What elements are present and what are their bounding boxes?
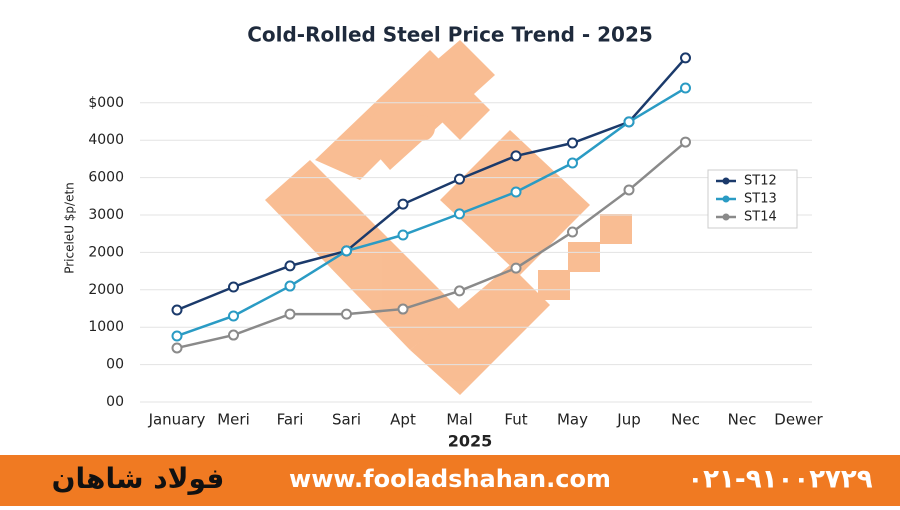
y-tick-label: 3000 <box>88 207 124 223</box>
watermark <box>265 40 632 395</box>
x-tick-label: Meri <box>217 411 250 429</box>
point <box>171 342 183 354</box>
point <box>171 304 183 316</box>
y-tick-label: 00 <box>106 394 124 410</box>
legend-label: ST13 <box>744 192 777 207</box>
point <box>284 308 296 320</box>
point <box>680 52 691 64</box>
x-tick-label: January <box>148 411 206 429</box>
watermark-shape <box>440 130 590 275</box>
point <box>567 157 578 169</box>
chart-title: Cold-Rolled Steel Price Trend - 2025 <box>247 23 653 47</box>
y-tick-label: 1000 <box>88 319 124 335</box>
point <box>510 262 522 274</box>
x-tick-label: May <box>557 411 588 429</box>
point <box>680 82 691 94</box>
watermark-square <box>538 270 570 300</box>
point <box>510 186 522 198</box>
point <box>284 260 296 272</box>
point <box>680 136 691 148</box>
y-tick-label: 2000 <box>88 282 124 298</box>
x-tick-label: Mal <box>446 411 472 429</box>
point <box>341 245 352 257</box>
watermark-shape <box>410 265 550 395</box>
y-tick-label: 4000 <box>88 132 124 148</box>
banner-phone: ۰۲۱-۹۱۰۰۲۷۲۹ <box>687 465 872 495</box>
point <box>623 116 635 128</box>
series-line <box>176 57 687 312</box>
x-tick-label: Apt <box>390 411 416 429</box>
banner-brand: فولاد شاهان <box>52 462 225 495</box>
x-tick-label: Nec <box>671 411 700 429</box>
point <box>567 226 578 238</box>
point <box>510 150 522 162</box>
series-line <box>176 141 687 350</box>
legend-marker <box>722 177 730 185</box>
point <box>454 173 465 185</box>
series-line <box>176 86 687 338</box>
point <box>397 303 409 315</box>
watermark-shape <box>355 40 495 170</box>
point <box>567 137 578 149</box>
legend-label: ST14 <box>744 210 777 225</box>
point <box>171 330 183 342</box>
y-tick-label: 00 <box>106 357 124 373</box>
legend-marker <box>722 195 730 203</box>
point <box>284 280 296 292</box>
point <box>623 184 635 196</box>
y-tick-label: 2000 <box>88 244 124 260</box>
point <box>454 208 465 220</box>
point <box>397 198 409 210</box>
x-tick-label: Nec <box>728 411 757 429</box>
x-tick-label: Sari <box>332 411 361 429</box>
watermark-dot <box>409 115 435 141</box>
point <box>397 229 409 241</box>
point <box>228 310 239 322</box>
x-tick-label: Fari <box>277 411 304 429</box>
point <box>228 281 239 293</box>
y-tick-label: 6000 <box>88 170 124 186</box>
x-tick-label: Jup <box>616 411 640 429</box>
point <box>341 308 352 320</box>
watermark-square <box>568 242 600 272</box>
x-tick-label: Fut <box>504 411 527 429</box>
banner <box>0 455 900 506</box>
banner-website: www.fooladshahan.com <box>289 465 611 493</box>
watermark-shape <box>265 160 460 350</box>
x-tick-label: Dewer <box>774 411 823 429</box>
point <box>454 285 465 297</box>
y-tick-label: $000 <box>88 95 124 111</box>
x-axis-title: 2025 <box>448 432 493 451</box>
y-axis-title: PriceleU $p/etn <box>63 182 77 274</box>
point <box>228 329 239 341</box>
legend-label: ST12 <box>744 174 777 189</box>
legend-marker <box>722 213 730 221</box>
watermark-square <box>600 214 632 244</box>
